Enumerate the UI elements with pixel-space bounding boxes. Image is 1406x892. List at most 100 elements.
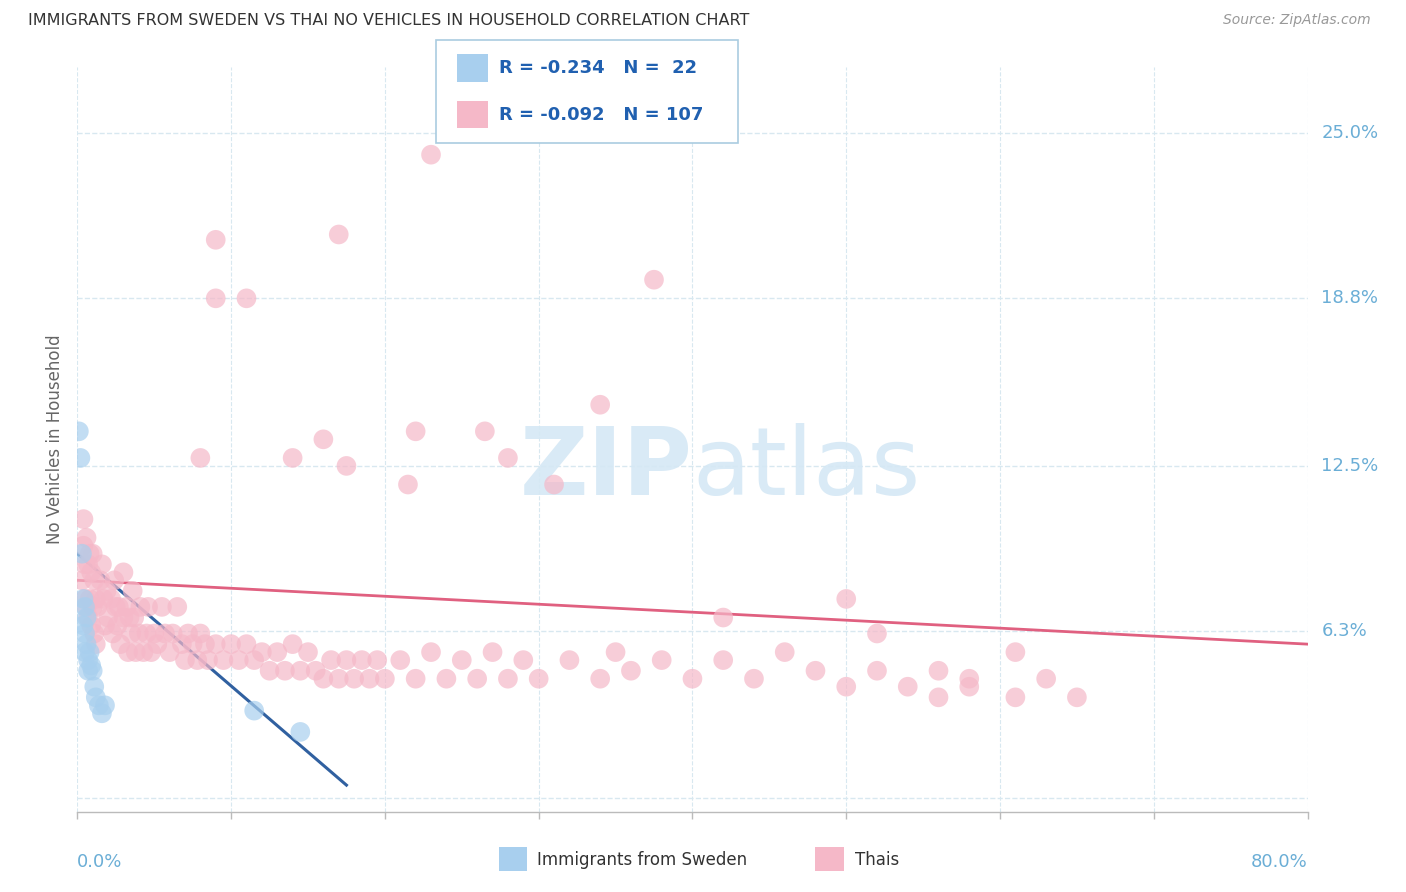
Point (496, 450, 519, 465)
Point (374, 672, 396, 686)
Point (835, 591, 858, 606)
Point (72, 618, 94, 632)
Point (328, 672, 350, 686)
Point (80, 566, 103, 580)
Point (70, 547, 93, 561)
Text: IMMIGRANTS FROM SWEDEN VS THAI NO VEHICLES IN HOUSEHOLD CORRELATION CHART: IMMIGRANTS FROM SWEDEN VS THAI NO VEHICL… (28, 13, 749, 29)
Point (957, 680, 980, 694)
Point (219, 637, 242, 651)
Point (274, 664, 297, 678)
Point (773, 645, 796, 659)
Point (266, 645, 288, 659)
Point (73, 626, 96, 640)
Point (177, 626, 200, 640)
Point (312, 672, 335, 686)
Point (1035, 672, 1057, 686)
Point (84, 690, 107, 705)
Point (108, 599, 131, 614)
Point (319, 653, 342, 667)
Text: ZIP: ZIP (520, 423, 693, 515)
Point (204, 637, 226, 651)
Point (122, 610, 145, 624)
Point (405, 672, 427, 686)
Point (97, 610, 120, 624)
Point (450, 653, 472, 667)
Point (104, 599, 127, 614)
Point (297, 645, 319, 659)
Text: Immigrants from Sweden: Immigrants from Sweden (537, 851, 747, 869)
Point (1004, 645, 1026, 659)
Point (84, 591, 107, 606)
Point (359, 672, 381, 686)
Point (197, 653, 219, 667)
Point (496, 672, 519, 686)
Point (77, 558, 100, 572)
Text: 25.0%: 25.0% (1322, 124, 1379, 143)
Point (86, 599, 108, 614)
Text: atlas: atlas (693, 423, 921, 515)
Point (212, 653, 235, 667)
Point (112, 566, 135, 580)
Point (83, 626, 105, 640)
Point (527, 672, 550, 686)
Point (76, 531, 98, 545)
Point (711, 610, 734, 624)
Point (80, 658, 103, 673)
Point (89, 574, 111, 588)
Point (312, 433, 335, 447)
Point (194, 637, 217, 651)
Point (250, 645, 273, 659)
Point (396, 477, 419, 491)
Point (170, 637, 193, 651)
Point (159, 645, 181, 659)
Point (96, 583, 118, 598)
Point (366, 653, 388, 667)
Point (72, 512, 94, 526)
Point (243, 653, 266, 667)
Point (105, 618, 128, 632)
Point (67, 425, 90, 439)
Point (118, 610, 141, 624)
Point (77, 664, 100, 678)
Point (84, 637, 107, 651)
Point (128, 626, 150, 640)
Point (83, 680, 105, 694)
Point (80, 618, 103, 632)
Point (866, 626, 889, 640)
Point (121, 583, 143, 598)
Point (112, 610, 135, 624)
Point (129, 599, 152, 614)
Point (465, 672, 488, 686)
Point (235, 291, 257, 305)
Point (141, 645, 163, 659)
Point (1066, 690, 1088, 705)
Point (804, 664, 827, 678)
Point (146, 637, 169, 651)
Point (711, 653, 734, 667)
Point (93, 591, 115, 606)
Point (79, 547, 101, 561)
Point (605, 645, 627, 659)
Point (82, 599, 104, 614)
Point (350, 653, 373, 667)
Point (87, 698, 110, 713)
Point (188, 626, 212, 640)
Point (73, 599, 96, 614)
Text: Thais: Thais (855, 851, 898, 869)
Point (897, 680, 920, 694)
Point (174, 653, 197, 667)
Point (543, 477, 565, 491)
Point (117, 645, 139, 659)
Point (100, 591, 122, 606)
Point (110, 637, 132, 651)
Point (101, 626, 124, 640)
Point (558, 653, 581, 667)
Point (82, 664, 104, 678)
Point (643, 273, 665, 287)
Point (143, 626, 166, 640)
Text: 80.0%: 80.0% (1251, 853, 1308, 871)
Point (120, 626, 142, 640)
Point (115, 599, 138, 614)
Point (76, 599, 98, 614)
Point (72, 591, 94, 606)
